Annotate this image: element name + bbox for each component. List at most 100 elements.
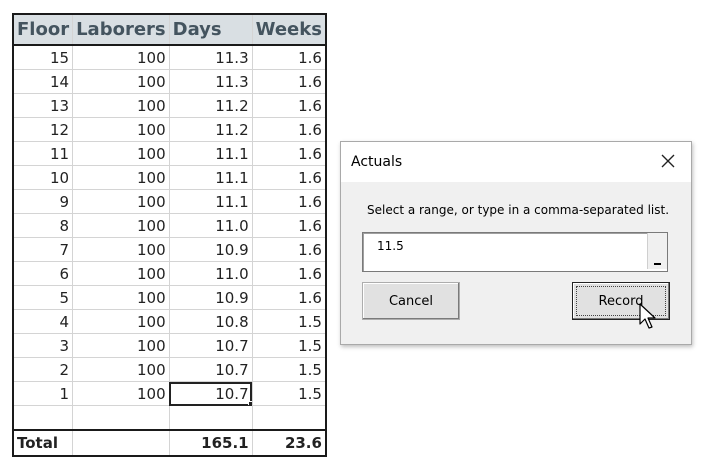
cell-floor[interactable]: 8 — [12, 213, 74, 238]
column-header-floor[interactable]: Floor — [12, 13, 74, 46]
total-cell-days[interactable]: 165.1 — [168, 429, 253, 457]
table-row: 14 100 11.3 1.6 — [12, 69, 327, 94]
cell-days[interactable]: 10.7 — [168, 381, 253, 406]
cell-weeks[interactable]: 1.6 — [251, 261, 327, 286]
cell-floor[interactable]: 1 — [12, 381, 74, 406]
cell-days[interactable]: 11.2 — [168, 93, 253, 118]
cell-laborers[interactable]: 100 — [72, 141, 170, 166]
cell-laborers[interactable]: 100 — [72, 357, 170, 382]
cell-days[interactable]: 11.3 — [168, 69, 253, 94]
cell-weeks[interactable]: 1.6 — [251, 93, 327, 118]
cell-weeks[interactable]: 1.6 — [251, 285, 327, 310]
cell-floor[interactable]: 3 — [12, 333, 74, 358]
close-icon[interactable] — [659, 152, 677, 170]
table-row: 1 100 10.7 1.5 — [12, 381, 327, 406]
header-row: Floor Laborers Days Weeks — [12, 13, 327, 46]
cell-weeks[interactable]: 1.6 — [251, 165, 327, 190]
table-row: 15 100 11.3 1.6 — [12, 44, 327, 70]
cell-laborers[interactable]: 100 — [72, 309, 170, 334]
cell-laborers[interactable]: 100 — [72, 44, 170, 70]
cell-days[interactable]: 10.7 — [168, 333, 253, 358]
cell-laborers[interactable]: 100 — [72, 69, 170, 94]
cell-days[interactable]: 11.3 — [168, 44, 253, 70]
table-row: 6 100 11.0 1.6 — [12, 261, 327, 286]
cell-floor[interactable]: 7 — [12, 237, 74, 262]
cell-days[interactable]: 11.0 — [168, 213, 253, 238]
cell-weeks[interactable]: 1.5 — [251, 357, 327, 382]
cancel-button[interactable]: Cancel — [362, 282, 460, 320]
cell-floor[interactable]: 13 — [12, 93, 74, 118]
cell-days[interactable]: 11.0 — [168, 261, 253, 286]
table-row — [12, 405, 327, 431]
table-row: 13 100 11.2 1.6 — [12, 93, 327, 118]
cell-laborers[interactable]: 100 — [72, 189, 170, 214]
table-row: 12 100 11.2 1.6 — [12, 117, 327, 142]
actuals-dialog: Actuals Select a range, or type in a com… — [340, 141, 692, 345]
record-button-label: Record — [598, 293, 644, 309]
total-cell-weeks[interactable]: 23.6 — [251, 429, 327, 457]
total-cell-laborers[interactable] — [72, 429, 170, 457]
focus-rectangle — [576, 286, 666, 316]
cell-weeks[interactable] — [251, 405, 327, 431]
cell-days[interactable]: 11.1 — [168, 165, 253, 190]
cell-days[interactable]: 11.1 — [168, 141, 253, 166]
cell-laborers[interactable]: 100 — [72, 165, 170, 190]
cell-floor[interactable]: 15 — [12, 44, 74, 70]
total-row: Total 165.1 23.6 — [12, 429, 327, 457]
table-row: 2 100 10.7 1.5 — [12, 357, 327, 382]
cell-floor[interactable] — [12, 405, 74, 431]
table-row: 7 100 10.9 1.6 — [12, 237, 327, 262]
cell-days[interactable]: 11.1 — [168, 189, 253, 214]
cell-laborers[interactable] — [72, 405, 170, 431]
cell-laborers[interactable]: 100 — [72, 333, 170, 358]
cell-days[interactable] — [168, 405, 253, 431]
range-input[interactable]: 11.5 — [362, 232, 668, 272]
mouse-pointer-icon — [639, 303, 656, 329]
total-cell-floor[interactable]: Total — [12, 429, 74, 457]
dialog-titlebar[interactable]: Actuals — [341, 142, 691, 182]
table-row: 8 100 11.0 1.6 — [12, 213, 327, 238]
cell-floor[interactable]: 9 — [12, 189, 74, 214]
column-header-laborers[interactable]: Laborers — [72, 13, 170, 46]
cell-laborers[interactable]: 100 — [72, 237, 170, 262]
cell-days[interactable]: 10.9 — [168, 285, 253, 310]
cell-floor[interactable]: 10 — [12, 165, 74, 190]
cell-floor[interactable]: 2 — [12, 357, 74, 382]
cell-weeks[interactable]: 1.5 — [251, 309, 327, 334]
table-row: 4 100 10.8 1.5 — [12, 309, 327, 334]
cell-floor[interactable]: 4 — [12, 309, 74, 334]
cell-weeks[interactable]: 1.6 — [251, 189, 327, 214]
cell-laborers[interactable]: 100 — [72, 117, 170, 142]
cell-weeks[interactable]: 1.5 — [251, 381, 327, 406]
cell-days[interactable]: 10.8 — [168, 309, 253, 334]
dialog-prompt: Select a range, or type in a comma-separ… — [367, 203, 670, 217]
table-row: 11 100 11.1 1.6 — [12, 141, 327, 166]
cell-floor[interactable]: 12 — [12, 117, 74, 142]
cell-weeks[interactable]: 1.5 — [251, 333, 327, 358]
cell-laborers[interactable]: 100 — [72, 285, 170, 310]
column-header-days[interactable]: Days — [168, 13, 253, 46]
dialog-title: Actuals — [351, 154, 403, 170]
cell-days[interactable]: 11.2 — [168, 117, 253, 142]
cell-floor[interactable]: 11 — [12, 141, 74, 166]
cell-weeks[interactable]: 1.6 — [251, 44, 327, 70]
column-header-weeks[interactable]: Weeks — [251, 13, 327, 46]
cell-laborers[interactable]: 100 — [72, 261, 170, 286]
cell-weeks[interactable]: 1.6 — [251, 117, 327, 142]
cell-weeks[interactable]: 1.6 — [251, 213, 327, 238]
range-input-value[interactable]: 11.5 — [377, 239, 404, 253]
cell-floor[interactable]: 5 — [12, 285, 74, 310]
cell-weeks[interactable]: 1.6 — [251, 237, 327, 262]
cell-floor[interactable]: 6 — [12, 261, 74, 286]
cell-laborers[interactable]: 100 — [72, 93, 170, 118]
cell-laborers[interactable]: 100 — [72, 213, 170, 238]
cell-laborers[interactable]: 100 — [72, 381, 170, 406]
cell-weeks[interactable]: 1.6 — [251, 69, 327, 94]
cell-days[interactable]: 10.7 — [168, 357, 253, 382]
cell-days[interactable]: 10.9 — [168, 237, 253, 262]
record-button[interactable]: Record — [572, 282, 670, 320]
cell-floor[interactable]: 14 — [12, 69, 74, 94]
cell-weeks[interactable]: 1.6 — [251, 141, 327, 166]
cancel-button-label: Cancel — [388, 293, 434, 309]
collapse-dialog-icon[interactable] — [647, 233, 667, 269]
